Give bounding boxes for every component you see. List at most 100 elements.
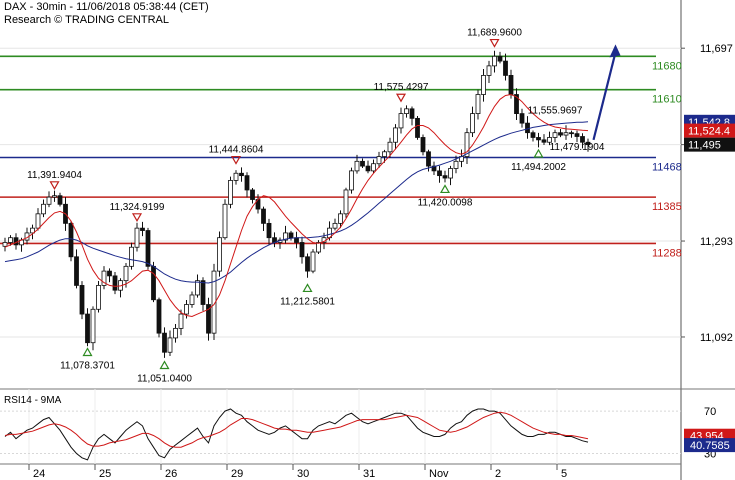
candle-down <box>558 132 563 136</box>
time-axis-labels: 24 25 26 29 30 31 Nov 2 5 <box>28 464 567 480</box>
candle-down <box>74 256 79 286</box>
candle-up <box>470 113 475 134</box>
candle-down <box>569 132 574 135</box>
high-marker <box>131 213 143 223</box>
forecast-arrow-head <box>609 44 621 58</box>
candle-up <box>233 172 239 181</box>
candle-down <box>156 299 162 334</box>
price-tag-box <box>684 123 735 138</box>
candle-down <box>294 237 299 243</box>
candle-up <box>167 337 173 353</box>
level-label: 11385 <box>652 201 682 213</box>
candle-down <box>79 285 85 315</box>
candle-up <box>8 237 13 243</box>
candle-up <box>30 227 35 234</box>
candle-down <box>261 208 266 224</box>
chart-source: Research © TRADING CENTRAL <box>4 14 169 26</box>
candle-down <box>112 275 118 291</box>
candle-down <box>151 265 156 301</box>
levels: 11680 11610 11468 11385 11288 <box>0 55 682 259</box>
candle-down <box>574 133 580 137</box>
candle-down <box>420 137 426 153</box>
candle-down <box>514 94 519 114</box>
candle-up <box>90 308 96 344</box>
candle-down <box>525 122 530 134</box>
candle-down <box>140 227 145 231</box>
level-label: 11288 <box>652 247 682 259</box>
time-tick-label: 2 <box>495 468 501 480</box>
price-tag-label: 11,524.4 <box>688 126 730 138</box>
candle-up <box>228 180 233 205</box>
candle-up <box>310 251 316 272</box>
candle-down <box>200 280 206 305</box>
candle-up <box>283 232 288 241</box>
swing-low-label: 11,420.0098 <box>418 197 473 208</box>
candle-up <box>96 285 101 310</box>
forecast-arrow <box>592 44 621 141</box>
swing-high-label: 11,444.8604 <box>209 145 264 156</box>
candle-down <box>503 60 508 76</box>
time-tick-label: 24 <box>33 468 45 480</box>
rsi-tick-label: 70 <box>704 406 716 418</box>
candle-up <box>404 108 409 114</box>
candle-up <box>2 242 8 247</box>
candle-up <box>332 222 338 229</box>
candle-up <box>349 170 354 191</box>
grid <box>0 47 681 464</box>
candle-up <box>123 265 129 282</box>
rsi-tag-label: 40.7585 <box>690 440 730 452</box>
price-axis-labels: 11,697 11,495 11,293 11,092 <box>681 43 733 344</box>
swing-high-label: 11,391.9404 <box>27 170 82 181</box>
candle-down <box>508 75 514 95</box>
candle-up <box>371 163 376 172</box>
low-marker <box>302 283 313 293</box>
candle-up <box>398 113 404 129</box>
swing-high-label: 11,689.9600 <box>467 28 522 39</box>
level-label: 11610 <box>652 94 682 106</box>
candle-up <box>316 242 321 253</box>
candle-down <box>162 332 167 353</box>
candle-up <box>453 160 459 169</box>
candle-up <box>481 75 486 95</box>
time-tick-label: Nov <box>429 468 449 480</box>
sma-red-line <box>4 93 589 318</box>
candle-up <box>492 55 497 67</box>
level-label: 11680 <box>652 60 682 72</box>
swing-low-label: 11,078.3701 <box>60 360 115 371</box>
price-tag-label: 11,495 <box>688 140 721 152</box>
chart-title: DAX - 30min - 11/06/2018 05:38:44 (CET) <box>4 1 209 13</box>
candle-down <box>244 175 250 191</box>
candle-up <box>211 270 217 334</box>
candle-up <box>393 127 398 143</box>
candle-up <box>547 137 552 143</box>
candle-down <box>206 304 211 334</box>
candle-down <box>68 222 74 258</box>
candle-down <box>497 55 503 62</box>
candle-up <box>464 132 470 157</box>
candle-down <box>107 270 112 277</box>
moving-averages <box>4 93 589 318</box>
price-note-label: 11,479.1904 <box>550 142 605 153</box>
candle-up <box>343 189 349 215</box>
time-tick-label: 26 <box>165 468 177 480</box>
low-marker <box>439 184 451 194</box>
rsi-line <box>4 408 589 461</box>
level-label: 11468 <box>652 162 682 174</box>
time-tick-label: 5 <box>561 468 567 480</box>
candle-up <box>475 94 481 114</box>
candle-up <box>35 213 41 229</box>
candle-down <box>360 160 365 167</box>
candle-down <box>415 117 420 138</box>
candle-up <box>173 327 178 339</box>
candle-down <box>305 256 310 272</box>
candle-up <box>382 151 387 157</box>
candle-up <box>217 237 222 272</box>
high-marker <box>49 181 60 191</box>
candle-down <box>13 237 19 246</box>
time-tick-label: 25 <box>99 468 111 480</box>
high-marker <box>395 93 407 103</box>
rsi-tag-box <box>684 438 735 453</box>
